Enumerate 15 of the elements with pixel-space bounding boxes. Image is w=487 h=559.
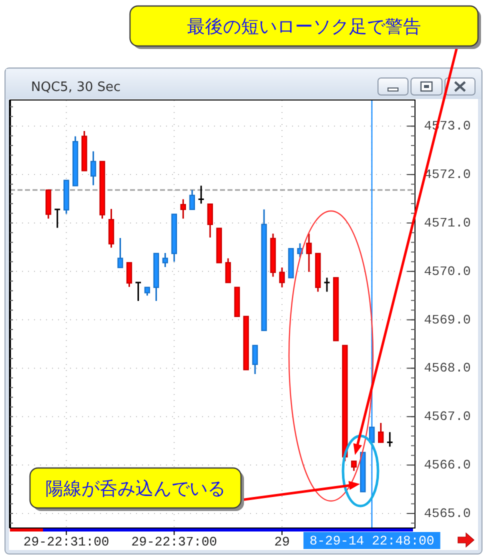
y-tick-label: 4568.0: [424, 360, 471, 376]
chart-title: NQC5, 30 Sec: [31, 80, 121, 95]
x-tick-label: 29-22:37:00: [131, 534, 218, 550]
y-tick-label: 4565.0: [424, 506, 471, 521]
annotation: 陽線が呑み込んでいる: [46, 478, 226, 500]
y-tick-label: 4566.0: [424, 458, 471, 473]
y-tick-label: 4570.0: [424, 264, 471, 279]
y-tick-label: 4571.0: [424, 215, 471, 230]
y-tick-label: 4569.0: [424, 312, 471, 328]
x-tick-label: 29: [274, 534, 290, 550]
ref-label: 8-29-14 22:48:00: [303, 532, 440, 549]
y-tick-label: 4572.0: [424, 167, 471, 182]
y-tick-label: 4567.0: [424, 409, 471, 424]
x-tick-label: 29-22:31:00: [23, 534, 110, 550]
x-tick-label: 8-29-14 22:48:00: [309, 534, 434, 548]
